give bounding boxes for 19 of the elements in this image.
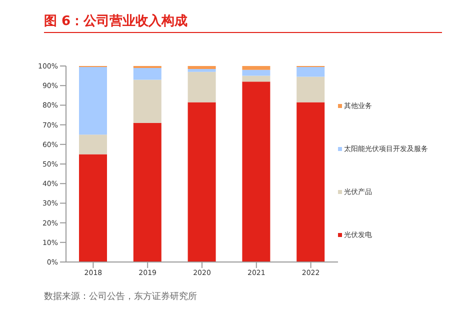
bar (242, 82, 270, 262)
bar (296, 66, 325, 77)
bar (188, 102, 216, 262)
bar (242, 66, 270, 70)
bar (242, 76, 270, 82)
bar (296, 76, 325, 102)
chart-title: 图 6：公司营业收入构成 (44, 12, 188, 30)
bar (79, 154, 107, 262)
bar (242, 70, 270, 76)
bar (188, 68, 216, 72)
bar (296, 102, 325, 262)
source-note: 数据来源：公司公告，东方证券研究所 (44, 290, 197, 303)
bar (188, 72, 216, 102)
bar (133, 68, 162, 80)
bar (79, 134, 107, 154)
bar (188, 66, 216, 69)
bar (133, 122, 162, 262)
bar (79, 66, 107, 135)
bar (133, 80, 162, 123)
